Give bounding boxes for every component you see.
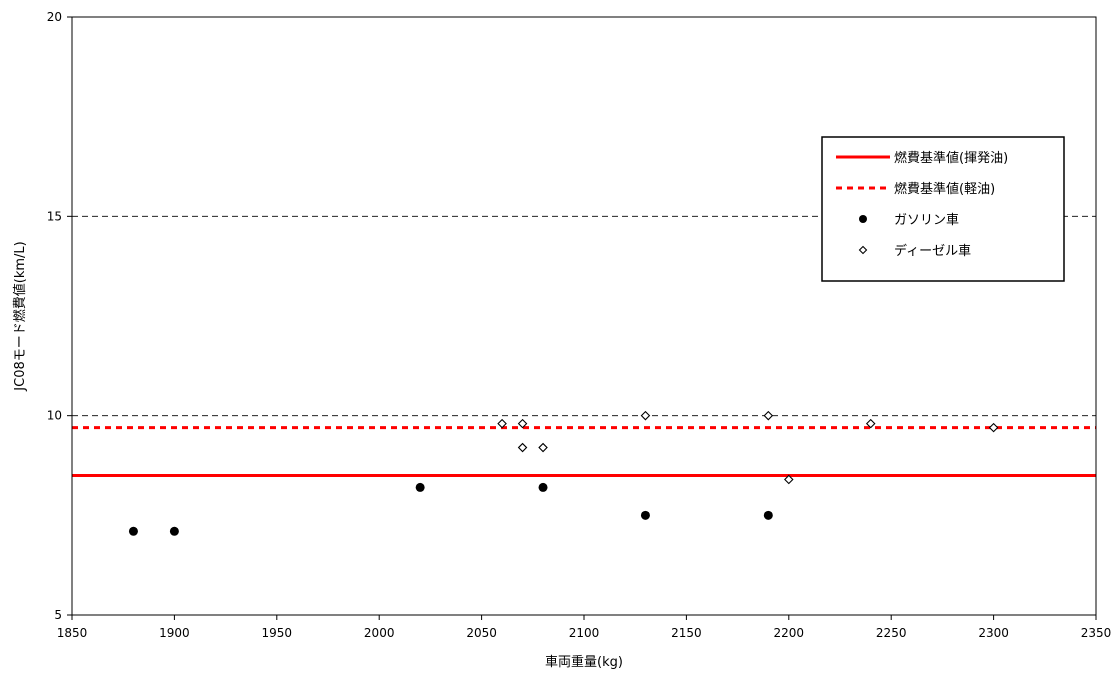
x-tick-label: 2250 bbox=[876, 626, 907, 640]
point-diesel-6 bbox=[784, 474, 794, 485]
x-axis-ticks: 1850 1900 1950 2000 2050 2100 2150 2200 2250 2300… bbox=[57, 615, 1112, 640]
legend-label-series-0: ガソリン車 bbox=[894, 213, 959, 228]
x-tick-label: 2300 bbox=[978, 626, 1009, 640]
x-tick-label: 2100 bbox=[569, 626, 600, 640]
point-diesel-3 bbox=[538, 442, 548, 453]
point-diesel-8 bbox=[988, 422, 999, 433]
reference-lines bbox=[72, 426, 1096, 477]
legend-swatch-gasoline bbox=[859, 215, 867, 223]
x-tick-label: 2050 bbox=[466, 626, 497, 640]
legend-box bbox=[821, 136, 1065, 282]
point-diesel-1 bbox=[517, 418, 528, 429]
point-diesel-7 bbox=[865, 418, 876, 429]
y-axis-ticks: 5 10 15 20 bbox=[47, 10, 72, 622]
y-tick-label: 5 bbox=[54, 608, 62, 622]
point-gasoline-0 bbox=[128, 526, 138, 536]
x-tick-label: 2150 bbox=[671, 626, 702, 640]
x-axis-label: 車両重量(kg) bbox=[545, 654, 623, 670]
point-gasoline-4 bbox=[640, 510, 650, 520]
point-gasoline-1 bbox=[169, 526, 179, 536]
y-tick-label: 15 bbox=[47, 209, 62, 223]
point-diesel-5 bbox=[763, 410, 774, 421]
point-diesel-2 bbox=[517, 442, 528, 453]
legend-swatch-diesel bbox=[858, 245, 868, 255]
point-gasoline-2 bbox=[415, 482, 425, 492]
y-tick-label: 20 bbox=[47, 10, 62, 24]
x-tick-label: 2200 bbox=[774, 626, 805, 640]
x-tick-label: 2350 bbox=[1081, 626, 1112, 640]
point-diesel-4 bbox=[640, 410, 651, 421]
legend-label-series-1: ディーゼル車 bbox=[894, 243, 971, 259]
x-tick-label: 1900 bbox=[159, 626, 190, 640]
legend-label-reference-1: 燃費基準値(軽油) bbox=[894, 181, 995, 197]
data-points bbox=[128, 410, 999, 536]
point-gasoline-5 bbox=[763, 510, 773, 520]
legend-label-reference-0: 燃費基準値(揮発油) bbox=[894, 150, 1008, 166]
x-tick-label: 2000 bbox=[364, 626, 395, 640]
point-diesel-0 bbox=[497, 418, 507, 429]
plot-area-frame bbox=[71, 16, 1097, 616]
x-tick-label: 1950 bbox=[262, 626, 293, 640]
point-gasoline-3 bbox=[538, 482, 548, 492]
x-tick-label: 1850 bbox=[57, 626, 88, 640]
y-axis-label: JC08モード燃費値(km/L) bbox=[12, 241, 28, 391]
y-tick-label: 10 bbox=[47, 409, 62, 423]
